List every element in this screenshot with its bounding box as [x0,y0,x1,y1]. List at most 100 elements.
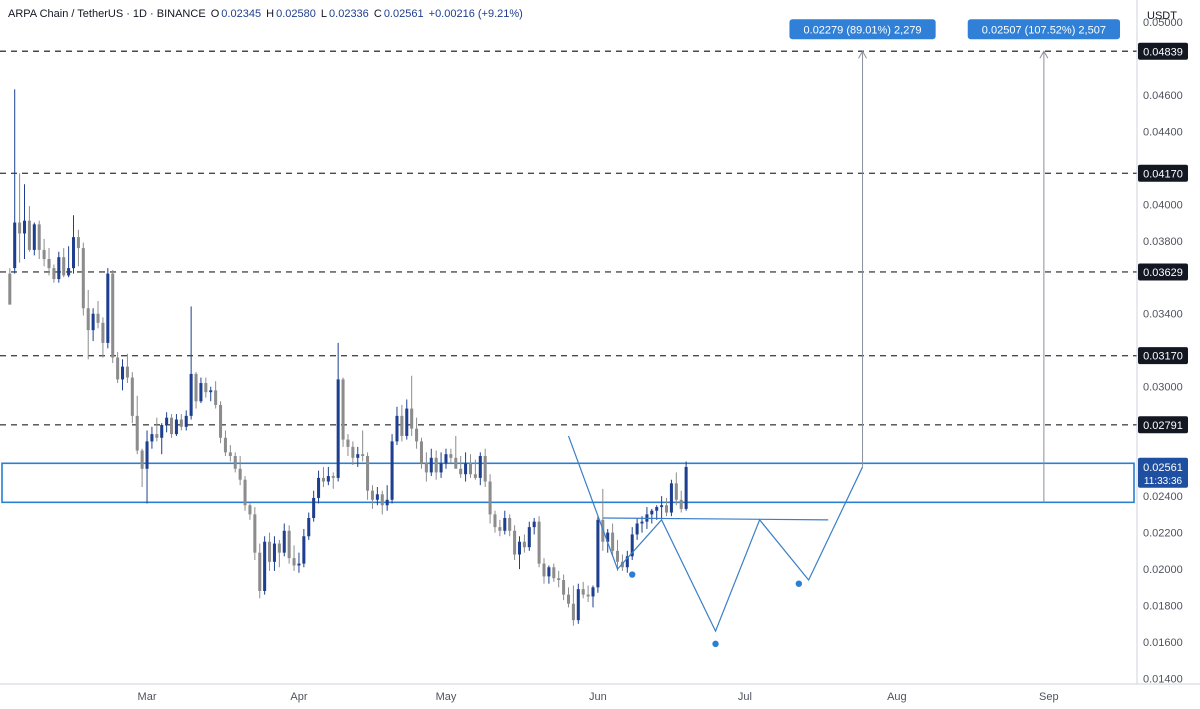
neckline [602,517,829,521]
candle-body [444,454,448,464]
candle-body [635,523,639,535]
candle-body [459,468,463,475]
time-axis: Mar Apr May Jun Jul Aug Sep [0,683,1200,703]
candle-body [86,308,90,331]
target-arrows: 0.02279 (89.01%) 2,279 0.02507 (107.52%) … [789,19,1121,503]
close-value: 0.02561 [383,8,424,20]
candle-body [27,220,31,250]
candle-body [219,404,223,438]
candle-body [71,237,76,269]
candle-body [165,417,169,425]
candle-body [272,543,276,562]
candle-body [331,476,335,478]
target-badge [789,19,936,40]
candle-body [620,561,624,568]
candle-body [292,558,296,566]
price-tick-label: 0.03800 [1143,236,1183,248]
candle-body [160,424,164,438]
candle-body [204,383,208,393]
countdown-label: 11:33:36 [1144,476,1183,487]
candle-body [581,589,585,595]
time-tick-label: Jul [738,691,752,703]
candle-body [199,383,203,402]
candle-body [155,434,159,438]
candle-body [214,390,218,405]
pivot-dot [712,640,719,648]
candle-body [248,505,252,515]
support-zone [1,462,1135,504]
candle-body [81,248,85,309]
candle-body [282,530,286,553]
candle-body [366,456,370,491]
price-tick-label: 0.04400 [1143,126,1183,138]
candle-body [125,366,129,378]
low-label: L [320,8,328,20]
candles [8,89,688,626]
price-tick-label: 0.02400 [1143,491,1183,503]
candle-body [542,563,546,577]
change-value: +0.00216 (+9.21%) [428,8,523,20]
time-tick-label: Apr [290,691,307,703]
candle-body [400,415,404,436]
candle-body [179,419,183,427]
price-tick-label: 0.03000 [1143,382,1183,394]
level-lines: 0.04839 0.04170 0.03629 0.03170 0.02791 [0,42,1188,434]
time-tick-label: Aug [887,691,907,703]
symbol-legend: ARPA Chain / TetherUS · 1D · BINANCE O 0.… [8,8,525,20]
price-tick-label: 0.02200 [1143,528,1183,540]
level-badge [1138,347,1188,365]
price-tick-label: 0.03400 [1143,309,1183,321]
candle-body [268,541,272,562]
price-tick-label: 0.05000 [1143,17,1183,29]
candle-body [630,534,634,557]
candle-body [586,594,590,597]
candle-body [42,249,46,260]
pivot-dot [629,571,636,578]
candle-body [356,454,360,458]
candle-body [615,550,620,562]
candle-body [410,408,414,429]
candle-body [439,463,443,473]
candle-body [57,257,61,280]
candle-body [189,373,193,416]
candle-body [537,521,541,564]
candle-body [263,541,267,591]
symbol-title: ARPA Chain / TetherUS · 1D · BINANCE [8,8,206,20]
candle-body [650,510,654,515]
target-badge-label: 0.02507 (107.52%) 2,507 [982,24,1106,36]
candle-body [493,514,497,528]
candle-body [562,580,566,595]
candle-body [238,468,242,480]
candle-body [522,541,526,548]
candle-body [135,415,139,451]
candle-body [277,543,281,553]
candle-body [488,481,492,515]
candle-body [429,457,433,473]
candle-body [370,490,374,500]
candle-body [527,527,531,548]
candle-body [380,494,384,506]
candle-body [8,273,12,305]
candle-body [424,463,428,473]
time-tick-label: Mar [138,691,157,703]
candle-body [346,439,350,447]
candle-body [287,530,291,559]
candle-body [419,441,423,464]
candle-body [679,499,683,509]
candle-body [517,541,522,555]
candle-body [312,497,316,519]
candle-body [596,519,600,588]
candle-body [13,222,17,269]
open-value: 0.02345 [221,8,262,20]
candle-body [669,483,673,513]
candle-body [390,441,394,500]
candle-body [326,476,330,482]
high-label: H [266,8,275,20]
candle-body [611,532,615,551]
close-label: C [373,8,382,20]
target-arrow-head [1039,50,1049,59]
candle-body [655,507,659,511]
candle-body [170,417,174,435]
candle-body [106,273,110,343]
